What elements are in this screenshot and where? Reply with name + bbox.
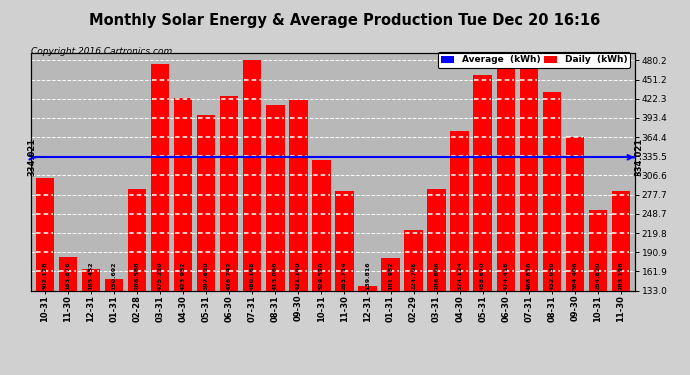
Bar bbox=[151, 64, 169, 291]
Bar bbox=[497, 64, 515, 291]
Text: Monthly Solar Energy & Average Production Tue Dec 20 16:16: Monthly Solar Energy & Average Productio… bbox=[90, 13, 600, 28]
Text: 224.708: 224.708 bbox=[411, 262, 416, 290]
Text: 374.124: 374.124 bbox=[457, 262, 462, 290]
Bar bbox=[382, 258, 400, 291]
Text: 286.588: 286.588 bbox=[135, 262, 139, 290]
Text: 480.168: 480.168 bbox=[250, 262, 255, 290]
Bar bbox=[81, 269, 100, 291]
Bar bbox=[427, 189, 446, 291]
Text: 364.406: 364.406 bbox=[573, 262, 578, 290]
Text: 423.932: 423.932 bbox=[181, 262, 186, 290]
Bar bbox=[220, 96, 239, 291]
Bar bbox=[566, 137, 584, 291]
Bar bbox=[335, 190, 354, 291]
Text: 254.820: 254.820 bbox=[595, 262, 600, 290]
Bar bbox=[105, 279, 124, 291]
Legend: Average  (kWh), Daily  (kWh): Average (kWh), Daily (kWh) bbox=[437, 52, 630, 68]
Text: 468.810: 468.810 bbox=[526, 262, 531, 290]
Bar bbox=[473, 75, 492, 291]
Text: 283.196: 283.196 bbox=[618, 262, 624, 290]
Bar bbox=[358, 286, 377, 291]
Text: 165.452: 165.452 bbox=[88, 262, 93, 290]
Text: 475.220: 475.220 bbox=[157, 262, 163, 290]
Bar bbox=[520, 68, 538, 291]
Text: 183.876: 183.876 bbox=[66, 262, 70, 290]
Bar bbox=[589, 210, 607, 291]
Text: 426.742: 426.742 bbox=[227, 262, 232, 290]
Text: 283.714: 283.714 bbox=[342, 262, 347, 290]
Bar bbox=[289, 99, 308, 291]
Text: 181.982: 181.982 bbox=[388, 262, 393, 290]
Text: Copyright 2016 Cartronics.com: Copyright 2016 Cartronics.com bbox=[31, 47, 172, 56]
Text: 458.670: 458.670 bbox=[480, 262, 485, 290]
Text: 421.140: 421.140 bbox=[296, 262, 301, 290]
Bar bbox=[312, 160, 331, 291]
Bar bbox=[451, 130, 469, 291]
Text: 334.021: 334.021 bbox=[27, 138, 36, 176]
Bar bbox=[128, 189, 146, 291]
Bar bbox=[243, 60, 262, 291]
Bar bbox=[36, 178, 54, 291]
Bar bbox=[404, 230, 423, 291]
Bar bbox=[197, 115, 215, 291]
Bar bbox=[266, 105, 284, 291]
Text: 286.806: 286.806 bbox=[434, 262, 439, 290]
Text: 334.021: 334.021 bbox=[635, 138, 644, 176]
Text: 397.620: 397.620 bbox=[204, 262, 208, 290]
Text: 150.692: 150.692 bbox=[112, 262, 117, 290]
Bar bbox=[59, 257, 77, 291]
Text: 139.816: 139.816 bbox=[365, 262, 370, 290]
Bar bbox=[174, 98, 193, 291]
Text: 413.066: 413.066 bbox=[273, 262, 278, 290]
Text: 302.128: 302.128 bbox=[42, 262, 48, 290]
Bar bbox=[542, 92, 561, 291]
Bar bbox=[612, 191, 630, 291]
Text: 474.416: 474.416 bbox=[503, 262, 509, 290]
Text: 329.520: 329.520 bbox=[319, 262, 324, 290]
Text: 432.930: 432.930 bbox=[549, 262, 554, 290]
